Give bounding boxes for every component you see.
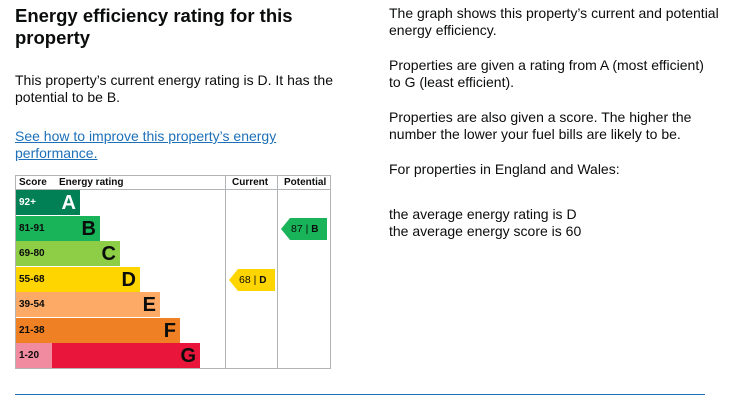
band-letter: A bbox=[61, 192, 76, 214]
band-letter: D bbox=[121, 268, 136, 291]
section-heading: Energy efficiency rating for this proper… bbox=[15, 5, 293, 48]
current-rating-text: This property’s current energy rating is… bbox=[15, 72, 333, 105]
rating-description: Properties are given a rating from A (mo… bbox=[389, 57, 704, 90]
header-score: Score bbox=[19, 177, 47, 188]
score-description: Properties are also given a score. The h… bbox=[389, 109, 692, 142]
band-bar: B bbox=[52, 215, 100, 241]
band-score-range: 81-91 bbox=[16, 215, 52, 241]
band-letter: B bbox=[81, 217, 96, 240]
band-letter: F bbox=[163, 319, 176, 342]
header-current: Current bbox=[232, 177, 269, 188]
average-score: the average energy score is 60 bbox=[389, 223, 582, 239]
band-score-range: 55-68 bbox=[16, 266, 52, 292]
band-bar: F bbox=[52, 317, 180, 343]
band-score-range: 69-80 bbox=[16, 241, 52, 266]
current-rating-arrow: 68 | D bbox=[229, 268, 275, 291]
current-rating-arrow-label: 68 | D bbox=[239, 273, 267, 286]
band-score-range: 92+ bbox=[16, 190, 52, 215]
section-divider bbox=[15, 394, 705, 395]
region-intro: For properties in England and Wales: bbox=[389, 161, 620, 177]
band-bar: G bbox=[52, 343, 200, 368]
potential-rating-arrow-label: 87 | B bbox=[291, 222, 319, 235]
rating-summary: Energy efficiency rating for this proper… bbox=[15, 5, 355, 162]
rating-explanation: The graph shows this property’s current … bbox=[389, 5, 719, 258]
band-score-range: 1-20 bbox=[16, 343, 52, 368]
band-bar: D bbox=[52, 266, 140, 292]
current-column-divider bbox=[225, 176, 226, 368]
band-bar: E bbox=[52, 292, 160, 317]
potential-column-divider bbox=[277, 176, 278, 368]
band-score-range: 39-54 bbox=[16, 292, 52, 317]
band-letter: E bbox=[142, 294, 156, 316]
improve-energy-link[interactable]: See how to improve this property’s energ… bbox=[15, 128, 277, 161]
energy-rating-chart: Score Energy rating Current Potential 92… bbox=[15, 175, 331, 369]
band-letter: G bbox=[180, 345, 196, 367]
band-bar: C bbox=[52, 241, 120, 266]
header-energy-rating: Energy rating bbox=[59, 177, 124, 188]
header-divider bbox=[16, 189, 330, 190]
potential-rating-arrow: 87 | B bbox=[281, 217, 327, 240]
average-rating: the average energy rating is D bbox=[389, 206, 577, 222]
band-score-range: 21-38 bbox=[16, 317, 52, 343]
header-potential: Potential bbox=[284, 177, 327, 188]
band-bar: A bbox=[52, 190, 80, 215]
graph-description: The graph shows this property’s current … bbox=[389, 5, 719, 38]
band-letter: C bbox=[101, 243, 116, 265]
